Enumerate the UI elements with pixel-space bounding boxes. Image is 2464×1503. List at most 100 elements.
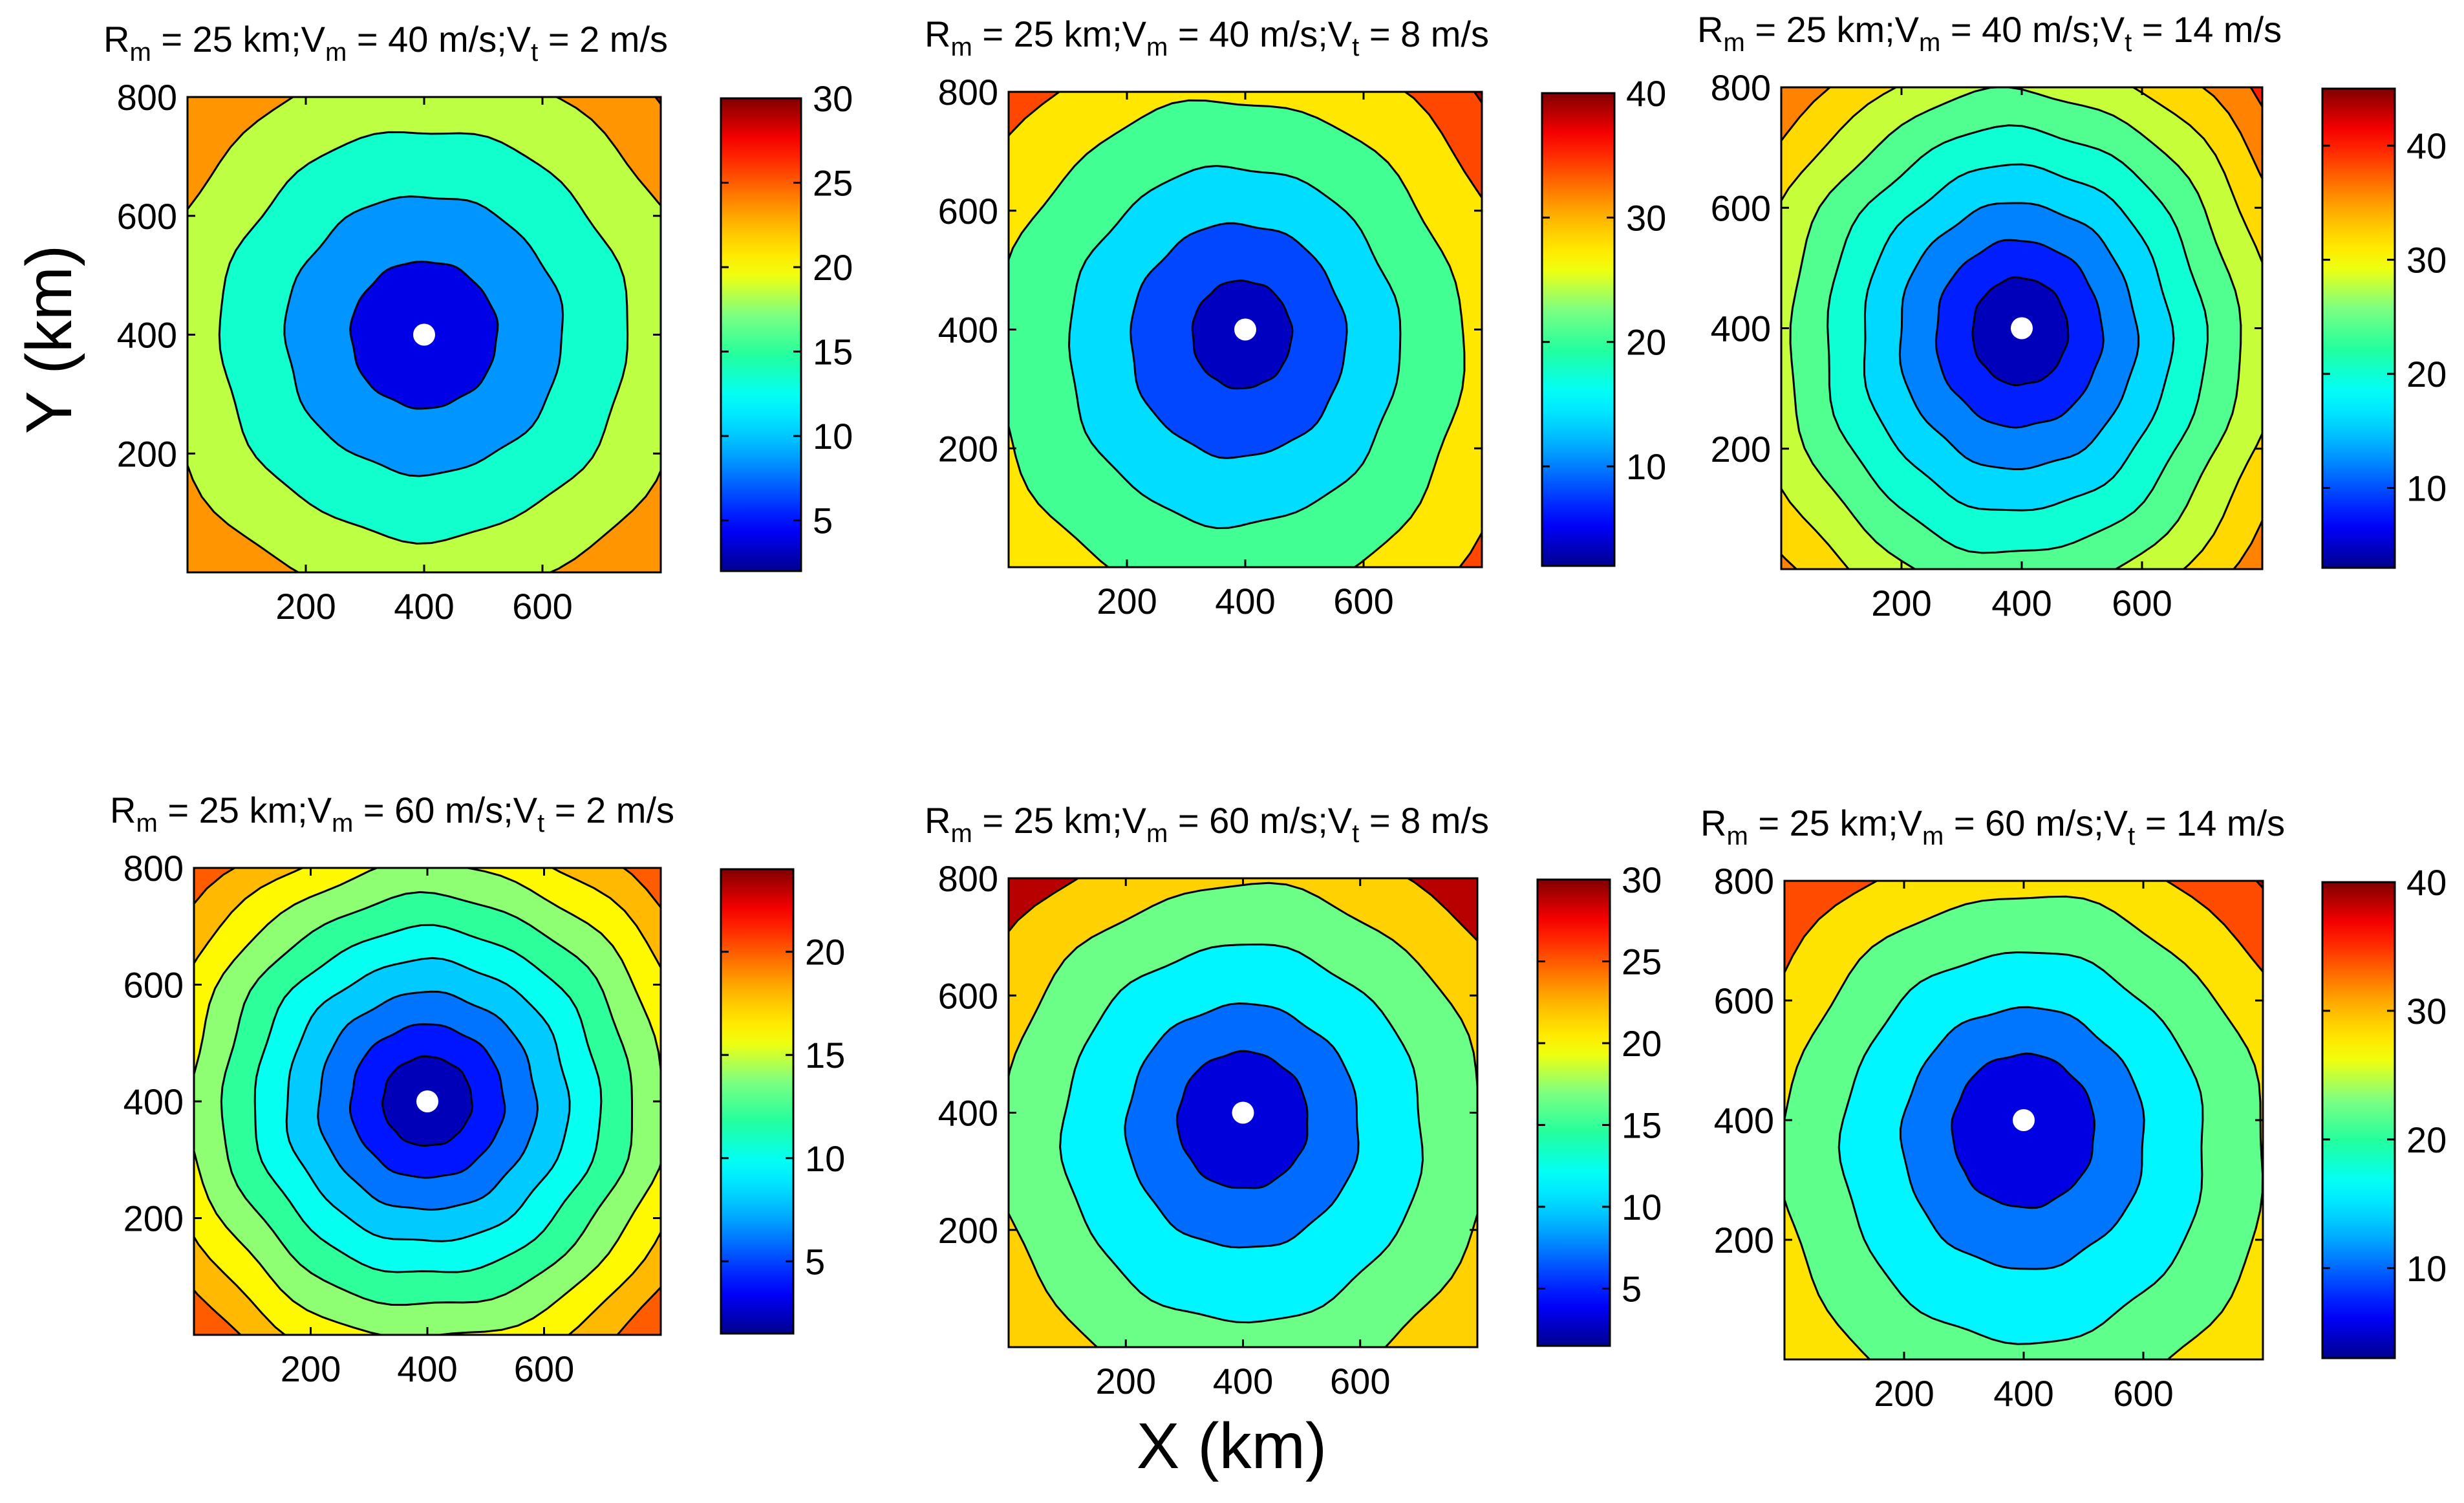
- y-tick-label: 400: [117, 315, 177, 356]
- colorbar-gradient: [2321, 881, 2396, 1359]
- y-tick-label: 800: [123, 848, 184, 889]
- y-tick-label: 800: [938, 72, 998, 113]
- colorbar-tick-label: 30: [1622, 860, 1662, 900]
- contour-plot: [1009, 878, 1477, 1347]
- colorbar-gradient: [720, 868, 795, 1335]
- colorbar-tick-label: 20: [1622, 1023, 1662, 1064]
- colorbar: 5 10 15 20 25 30: [1536, 860, 1662, 1347]
- colorbar-tick-label: 20: [2406, 354, 2447, 395]
- y-tick-label: 400: [938, 310, 998, 351]
- y-tick-label: 400: [938, 1093, 998, 1134]
- colorbar-tick-label: 5: [805, 1241, 825, 1282]
- storm-center-marker: [2011, 317, 2033, 340]
- panel-title: Rm = 25 km;Vm = 40 m/s;Vt = 14 m/s: [1697, 9, 2282, 57]
- storm-center-marker: [416, 1090, 438, 1112]
- x-tick-label: 200: [281, 1348, 341, 1389]
- colorbar: 5 10 15 20: [720, 868, 845, 1335]
- y-tick-label: 600: [938, 191, 998, 232]
- colorbar-tick-label: 30: [1626, 197, 1666, 238]
- panel-title: Rm = 25 km;Vm = 60 m/s;Vt = 2 m/s: [110, 790, 674, 838]
- colorbar-tick-label: 10: [2406, 468, 2447, 509]
- colorbar-tick-label: 40: [2406, 862, 2447, 903]
- colorbar-tick-label: 40: [2406, 125, 2447, 166]
- colorbar-tick-label: 20: [813, 247, 853, 288]
- colorbar: 10 20 30 40: [1541, 73, 1666, 567]
- storm-center-marker: [1232, 1101, 1254, 1124]
- contour-plot: [1009, 92, 1482, 567]
- x-tick-label: 600: [514, 1348, 574, 1389]
- x-tick-label: 200: [1096, 1361, 1156, 1401]
- y-tick-label: 800: [938, 858, 998, 899]
- panel-title: Rm = 25 km;Vm = 40 m/s;Vt = 8 m/s: [925, 14, 1489, 61]
- chart-panel-1: Rm = 25 km;Vm = 40 m/s;Vt = 2 m/s 200 400 6…: [103, 19, 853, 627]
- colorbar-tick-label: 15: [1622, 1105, 1662, 1145]
- y-tick-label: 600: [123, 965, 184, 1006]
- colorbar-gradient: [2321, 87, 2396, 569]
- colorbar-gradient: [720, 97, 802, 572]
- x-tick-label: 400: [1993, 1373, 2053, 1414]
- colorbar-tick-label: 10: [1622, 1187, 1662, 1227]
- colorbar-tick-label: 15: [813, 332, 853, 373]
- x-tick-label: 600: [512, 586, 572, 627]
- contour-plot: [1781, 87, 2262, 569]
- colorbar-tick-label: 20: [805, 932, 845, 973]
- contour-plot: [1784, 881, 2263, 1359]
- y-tick-label: 200: [1711, 429, 1771, 470]
- x-tick-label: 600: [1330, 1361, 1390, 1401]
- x-tick-label: 600: [2112, 583, 2172, 623]
- colorbar-tick-label: 30: [2406, 991, 2447, 1032]
- contour-plot: [194, 868, 661, 1335]
- colorbar-tick-label: 15: [805, 1035, 845, 1076]
- y-tick-label: 800: [1714, 861, 1774, 902]
- y-tick-label: 400: [1711, 308, 1771, 349]
- colorbar-gradient: [1541, 92, 1616, 567]
- colorbar-tick-label: 5: [813, 501, 833, 541]
- colorbar-tick-label: 10: [813, 416, 853, 457]
- colorbar: 10 20 30 40: [2321, 87, 2447, 569]
- x-tick-label: 400: [397, 1348, 457, 1389]
- colorbar-tick-label: 30: [813, 78, 853, 119]
- colorbar-tick-label: 25: [1622, 941, 1662, 982]
- y-tick-label: 600: [1711, 188, 1771, 228]
- x-tick-label: 600: [2113, 1373, 2173, 1414]
- x-tick-label: 400: [1213, 1361, 1273, 1401]
- y-tick-label: 600: [938, 975, 998, 1016]
- panel-title: Rm = 25 km;Vm = 60 m/s;Vt = 8 m/s: [925, 800, 1489, 848]
- colorbar-tick-label: 25: [813, 163, 853, 204]
- colorbar: 10 20 30 40: [2321, 862, 2447, 1359]
- contour-plot: [187, 97, 661, 572]
- x-tick-label: 400: [394, 586, 454, 627]
- colorbar-tick-label: 10: [2406, 1248, 2447, 1289]
- panel-title: Rm = 25 km;Vm = 60 m/s;Vt = 14 m/s: [1700, 803, 2285, 850]
- colorbar-tick-label: 30: [2406, 240, 2447, 281]
- y-tick-label: 400: [1714, 1100, 1774, 1141]
- y-tick-label: 800: [117, 77, 177, 118]
- x-tick-label: 400: [1991, 583, 2052, 623]
- x-axis-label: X (km): [1137, 1410, 1327, 1482]
- y-tick-label: 200: [1714, 1220, 1774, 1260]
- y-tick-label: 200: [123, 1198, 184, 1239]
- storm-center-marker: [1234, 318, 1256, 341]
- y-tick-label: 800: [1711, 67, 1771, 108]
- chart-panel-2: Rm = 25 km;Vm = 40 m/s;Vt = 8 m/s 200 400 6…: [925, 14, 1666, 622]
- colorbar-tick-label: 10: [1626, 446, 1666, 487]
- x-tick-label: 200: [275, 586, 336, 627]
- y-axis-label: Y (km): [13, 245, 85, 435]
- x-tick-label: 200: [1871, 583, 1931, 623]
- y-tick-label: 400: [123, 1081, 184, 1122]
- storm-center-marker: [413, 323, 435, 346]
- colorbar-gradient: [1536, 878, 1611, 1347]
- y-tick-label: 600: [1714, 980, 1774, 1021]
- y-tick-label: 200: [938, 1210, 998, 1251]
- x-tick-label: 200: [1874, 1373, 1934, 1414]
- chart-panel-4: Rm = 25 km;Vm = 60 m/s;Vt = 2 m/s 200 400 6…: [110, 790, 845, 1389]
- chart-panel-3: Rm = 25 km;Vm = 40 m/s;Vt = 14 m/s 200 400…: [1697, 9, 2447, 623]
- storm-center-marker: [2013, 1109, 2035, 1131]
- colorbar-tick-label: 40: [1626, 73, 1666, 114]
- colorbar: 5 10 15 20 25 30: [720, 78, 853, 572]
- colorbar-tick-label: 5: [1622, 1268, 1642, 1309]
- x-tick-label: 600: [1333, 581, 1393, 622]
- panel-title: Rm = 25 km;Vm = 40 m/s;Vt = 2 m/s: [103, 19, 668, 67]
- y-tick-label: 600: [117, 196, 177, 237]
